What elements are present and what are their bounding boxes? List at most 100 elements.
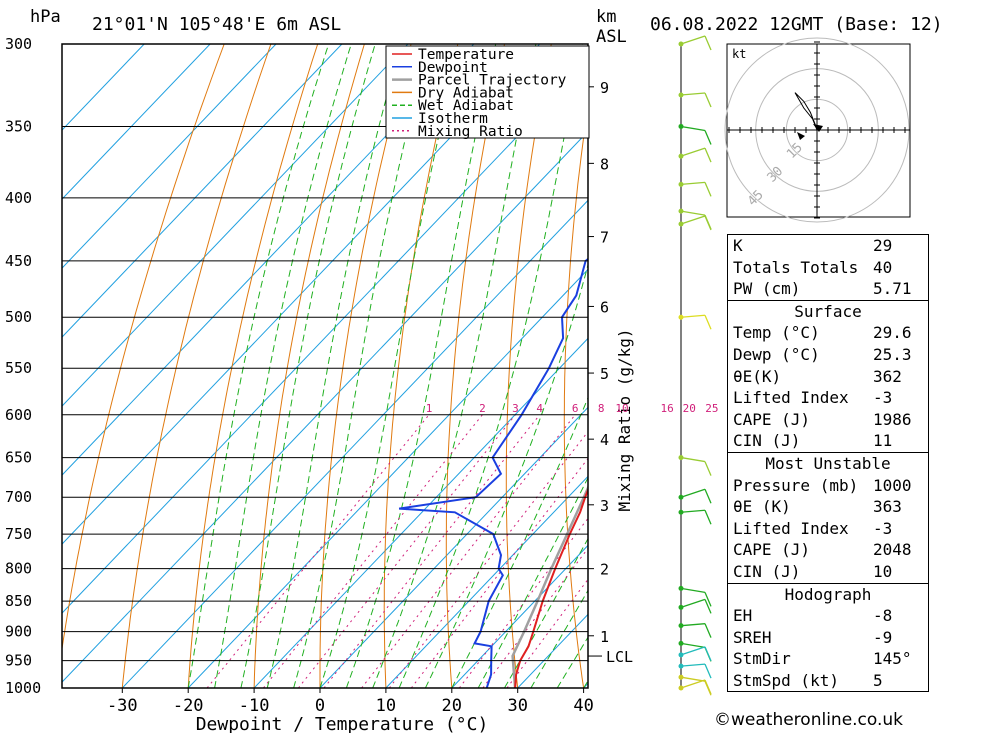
wind-barb-flag [704, 215, 712, 231]
legend-label: Dewpoint [418, 60, 488, 76]
wet-adiabat-line [214, 44, 352, 688]
index-row: Totals Totals 40 [728, 257, 928, 279]
most-unstable-key: Lifted Index [733, 518, 849, 538]
legend-label: Temperature [418, 47, 514, 63]
hodograph-key: StmSpd (kt) [733, 670, 839, 690]
km-tick-label: 2 [600, 561, 609, 579]
wind-barb-dot [678, 585, 684, 591]
km-tick-label: 1 [600, 628, 609, 646]
hodograph-unit-label: kt [732, 47, 746, 61]
wind-barb-dot [678, 221, 684, 227]
wind-barb-dot [678, 494, 684, 500]
pressure-tick-label: 500 [5, 308, 32, 326]
km-tick-label: 8 [600, 155, 609, 173]
mixing-ratio-label: 3 [512, 402, 519, 415]
wet-adiabat-line [187, 44, 330, 688]
wind-barb-staff [680, 210, 706, 216]
hodograph-value: -9 [873, 627, 893, 647]
surface-row: Temp (°C) 29.6 [728, 322, 928, 344]
parcel-trajectory-profile [511, 484, 588, 688]
wind-barb-dot [678, 685, 684, 691]
pressure-tick-label: 400 [5, 189, 32, 207]
mixing-ratio-label: 8 [598, 402, 605, 415]
wind-barb [678, 92, 712, 108]
isotherm-line [187, 268, 588, 688]
mixing-ratio-line [298, 414, 516, 688]
hodograph-key: EH [733, 606, 753, 626]
surface-key: Dewp (°C) [733, 344, 820, 364]
wind-barb-flag [704, 35, 712, 51]
dry-adiabat-line [925, 44, 1000, 688]
wind-barb [678, 509, 712, 525]
most-unstable-value: 2048 [873, 540, 912, 560]
most-unstable-key: CIN (J) [733, 561, 801, 581]
wind-barb-dot [678, 92, 684, 98]
wind-barb [678, 147, 712, 163]
mixing-ratio-label: 2 [479, 402, 486, 415]
x-tick-label: 0 [315, 696, 325, 716]
wind-barb-staff [680, 598, 706, 608]
wind-barb-dot [678, 604, 684, 610]
hodograph-header: Hodograph [728, 582, 928, 606]
wind-barb-staff [680, 676, 706, 682]
wet-adiabat-line [398, 44, 583, 688]
wind-barb-flag [704, 599, 712, 614]
surface-row: θE(K) 362 [728, 366, 928, 388]
surface-key: CIN (J) [733, 431, 801, 451]
pressure-tick-label: 450 [5, 252, 32, 270]
wind-barb-flag [704, 679, 712, 695]
x-tick-label: -30 [107, 696, 138, 716]
most-unstable-value: 1000 [873, 475, 912, 495]
wind-barb-flag [704, 182, 712, 197]
wind-barb [678, 663, 712, 679]
wind-barb-dot [678, 153, 684, 159]
most-unstable-value: 363 [873, 497, 902, 517]
wind-barb-column [678, 35, 712, 696]
x-tick-label: -20 [173, 696, 204, 716]
surface-key: CAPE (J) [733, 409, 811, 429]
wind-barb-dot [678, 455, 684, 461]
mixing-ratio-line [388, 430, 588, 688]
hodograph-row: StmDir 145° [728, 648, 928, 670]
isotherm-line [253, 337, 588, 688]
wind-barb-dot [678, 41, 684, 47]
x-axis-label: Dewpoint / Temperature (°C) [196, 714, 489, 733]
km-unit-label: km [596, 7, 617, 27]
most-unstable-key: CAPE (J) [733, 540, 811, 560]
location-title: 21°01'N 105°48'E 6m ASL [92, 14, 342, 35]
wind-barb-staff [680, 147, 706, 157]
wind-barb-flag [704, 623, 712, 638]
wind-barb [678, 646, 712, 662]
wind-barb [678, 679, 712, 695]
pressure-tick-label: 750 [5, 525, 32, 543]
pressure-tick-label: 650 [5, 449, 32, 467]
hodograph-trace [794, 92, 818, 131]
wind-barb-flag [704, 130, 712, 145]
storm-motion-marker [813, 124, 823, 132]
mixing-ratio-label: 10 [615, 402, 628, 415]
mixing-ratio-label: 4 [536, 402, 543, 415]
isotherm-line [62, 130, 588, 683]
isotherm-line [62, 44, 540, 545]
wind-barb [678, 455, 712, 476]
surface-value: 29.6 [873, 323, 912, 343]
wind-barb-flag [704, 663, 712, 679]
wind-barb-dot [678, 123, 684, 129]
dry-adiabat-line [319, 44, 412, 688]
wind-barb-staff [680, 587, 706, 593]
isotherm-line [121, 199, 588, 688]
wind-barb [678, 181, 712, 197]
pressure-tick-label: 600 [5, 406, 32, 424]
surface-key: θE(K) [733, 366, 782, 386]
wind-barb-dot [678, 652, 684, 658]
surface-value: 362 [873, 366, 902, 386]
index-value: 5.71 [873, 279, 912, 299]
wind-barb-dot [678, 663, 684, 669]
wind-barb-staff [680, 509, 706, 513]
most-unstable-key: θE (K) [733, 497, 791, 517]
km-tick-label: 7 [600, 229, 609, 247]
hodograph-row: SREH -9 [728, 627, 928, 649]
wind-barb-staff [680, 125, 706, 132]
index-row: PW (cm) 5.71 [728, 278, 928, 300]
